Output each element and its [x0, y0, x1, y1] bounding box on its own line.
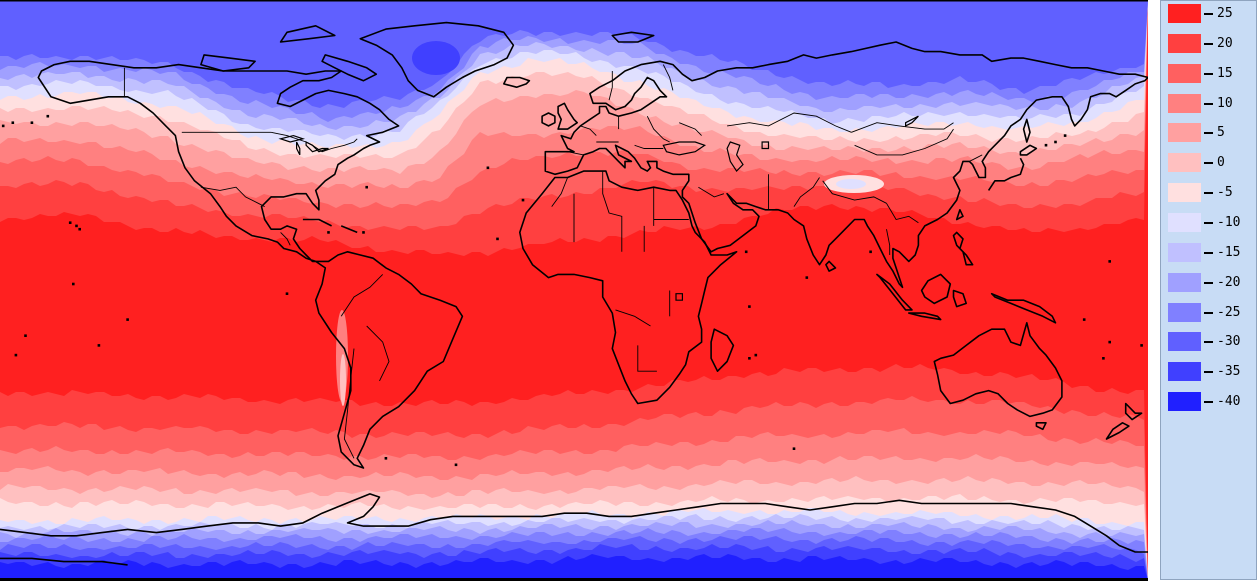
south-hemisphere-bands: [0, 364, 1148, 581]
legend-row: -30: [1161, 332, 1258, 352]
coast-cuba: [302, 218, 332, 227]
legend-row: 10: [1161, 93, 1258, 113]
legend-tick-mark: [1204, 221, 1213, 224]
coast-sumatra: [876, 273, 913, 311]
map-frame-bottom: [0, 578, 1148, 581]
legend-color-swatch: [1168, 33, 1201, 53]
coast-sri-lanka: [825, 260, 837, 272]
legend-row: -15: [1161, 242, 1258, 262]
legend-row: -20: [1161, 272, 1258, 292]
coast-honshu: [987, 157, 1025, 191]
legend-value-label: 10: [1217, 95, 1233, 111]
legend-color-swatch: [1168, 93, 1201, 113]
legend-tick-mark: [1204, 72, 1213, 75]
legend-color-swatch: [1168, 183, 1201, 203]
legend-value-label: -5: [1217, 185, 1233, 201]
coast-svalbard: [611, 31, 655, 43]
legend-value-label: -25: [1217, 304, 1241, 320]
coast-sulawesi: [952, 289, 967, 308]
legend-value-label: -20: [1217, 274, 1241, 290]
coast-nz-south: [1105, 422, 1130, 440]
legend-tick-mark: [1204, 251, 1213, 254]
map-frame-top: [0, 0, 1148, 2]
coast-greenland: [359, 21, 515, 98]
island-dots: [1, 114, 1143, 467]
coast-taiwan: [955, 209, 964, 221]
legend-color-swatch: [1168, 362, 1201, 382]
legend-row: 5: [1161, 123, 1258, 143]
temperature-contour-map: [0, 0, 1148, 581]
legend-value-label: 15: [1217, 65, 1233, 81]
map-svg: [0, 0, 1148, 581]
legend-value-label: 5: [1217, 125, 1225, 141]
lake-outlines: [278, 115, 919, 301]
country-borders: [123, 64, 983, 459]
coast-ellesmere: [279, 25, 336, 43]
legend-color-swatch: [1168, 63, 1201, 83]
legend-value-label: -30: [1217, 334, 1241, 350]
legend-tick-mark: [1204, 102, 1213, 105]
coast-nz-north: [1124, 402, 1143, 421]
legend-value-label: -35: [1217, 364, 1241, 380]
legend-value-label: -15: [1217, 244, 1241, 260]
legend-row: -10: [1161, 212, 1258, 232]
legend-row: -25: [1161, 302, 1258, 322]
coast-java: [908, 312, 942, 321]
legend-color-swatch: [1168, 332, 1201, 352]
legend-row: 0: [1161, 153, 1258, 173]
legend-color-swatch: [1168, 153, 1201, 173]
coast-britain: [557, 102, 578, 130]
coast-sakhalin: [1022, 118, 1031, 143]
legend-row: -35: [1161, 362, 1258, 382]
legend-tick-mark: [1204, 401, 1213, 404]
coast-antarctica: [0, 493, 1148, 553]
coast-americas: [37, 60, 464, 469]
legend-color-swatch: [1168, 4, 1201, 23]
legend-color-swatch: [1168, 272, 1201, 292]
legend-value-label: -40: [1217, 394, 1241, 410]
coast-hispaniola: [340, 225, 358, 234]
coast-africa: [519, 170, 738, 405]
coast-philippines: [952, 231, 974, 266]
legend-color-swatch: [1168, 392, 1201, 412]
coast-madagascar: [710, 328, 735, 372]
legend-value-label: 20: [1217, 35, 1233, 51]
legend-value-label: 0: [1217, 155, 1225, 171]
color-legend: 25 20 15 10 5 0 -5 -10 -15 -20 -25 -30 -35 -40: [1160, 0, 1257, 580]
legend-color-swatch: [1168, 212, 1201, 232]
coast-iceland: [503, 76, 531, 88]
legend-tick-mark: [1204, 132, 1213, 135]
legend-row: -5: [1161, 183, 1258, 203]
legend-tick-mark: [1204, 42, 1213, 45]
legend-tick-mark: [1204, 162, 1213, 165]
legend-tick-mark: [1204, 281, 1213, 284]
coast-ross-shelf: [0, 557, 128, 566]
coast-australia: [933, 322, 1063, 418]
coast-ireland: [541, 112, 556, 127]
coastlines: [0, 21, 1148, 566]
legend-tick-mark: [1204, 341, 1213, 344]
legend-tick-mark: [1204, 311, 1213, 314]
legend-tick-mark: [1204, 13, 1213, 15]
legend-row: 25: [1161, 4, 1258, 23]
legend-value-label: -10: [1217, 214, 1241, 230]
coast-tasmania: [1035, 422, 1047, 431]
coast-baffin: [321, 54, 378, 82]
legend-tick-mark: [1204, 371, 1213, 374]
coast-eurasia: [544, 41, 1148, 289]
legend-color-swatch: [1168, 302, 1201, 322]
coast-new-guinea: [990, 292, 1057, 324]
legend-row: 20: [1161, 33, 1258, 53]
coast-borneo: [920, 273, 952, 305]
legend-tick-mark: [1204, 192, 1213, 195]
anomaly-patches: [336, 41, 884, 406]
legend-row: 15: [1161, 63, 1258, 83]
legend-row: -40: [1161, 392, 1258, 412]
legend-value-label: 25: [1217, 6, 1233, 21]
coast-victoria-island: [200, 54, 256, 72]
coast-hokkaido: [1019, 144, 1038, 156]
legend-color-swatch: [1168, 123, 1201, 143]
legend-color-swatch: [1168, 242, 1201, 262]
